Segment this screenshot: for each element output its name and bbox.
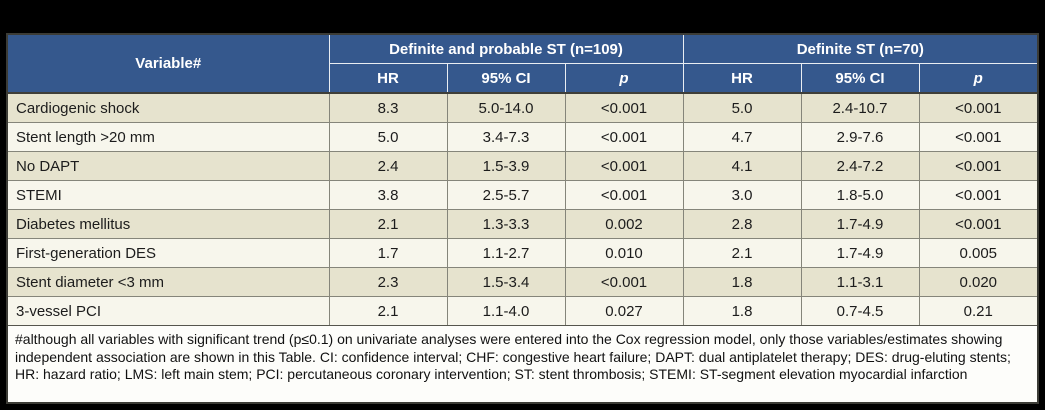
cell-d-hr: 4.1 [682, 151, 802, 181]
table-row: Stent length >20 mm 5.0 3.4-7.3 <0.001 4… [8, 122, 1038, 152]
table-row: Stent diameter <3 mm 2.3 1.5-3.4 <0.001 … [8, 267, 1038, 297]
cell-dp-hr: 3.8 [328, 180, 448, 210]
table-body: Cardiogenic shock 8.3 5.0-14.0 <0.001 5.… [8, 92, 1038, 326]
table-footnote: #although all variables with significant… [8, 326, 1037, 384]
header-p-2: p [918, 63, 1038, 94]
cell-dp-p: <0.001 [564, 180, 684, 210]
cell-dp-p: <0.001 [564, 151, 684, 181]
cell-d-p: 0.005 [918, 238, 1038, 268]
cell-variable: First-generation DES [8, 238, 330, 268]
cell-dp-ci: 1.1-4.0 [446, 296, 566, 326]
cell-variable: Stent length >20 mm [8, 122, 330, 152]
cell-d-p: <0.001 [918, 92, 1038, 123]
cell-variable: Diabetes mellitus [8, 209, 330, 239]
cell-d-ci: 0.7-4.5 [800, 296, 920, 326]
header-ci-1: 95% CI [446, 63, 566, 94]
cell-d-ci: 2.4-10.7 [800, 92, 920, 123]
cell-d-hr: 3.0 [682, 180, 802, 210]
header-ci-2: 95% CI [800, 63, 920, 94]
cell-d-p: 0.21 [918, 296, 1038, 326]
cell-dp-hr: 2.3 [328, 267, 448, 297]
cell-dp-ci: 3.4-7.3 [446, 122, 566, 152]
cell-dp-ci: 1.3-3.3 [446, 209, 566, 239]
cell-dp-hr: 8.3 [328, 92, 448, 123]
cell-dp-ci: 1.1-2.7 [446, 238, 566, 268]
cell-dp-ci: 1.5-3.9 [446, 151, 566, 181]
header-hr-2: HR [682, 63, 802, 94]
cell-dp-p: <0.001 [564, 122, 684, 152]
cell-variable: No DAPT [8, 151, 330, 181]
cell-d-ci: 1.1-3.1 [800, 267, 920, 297]
cell-d-hr: 4.7 [682, 122, 802, 152]
cell-d-p: <0.001 [918, 122, 1038, 152]
table-row: Diabetes mellitus 2.1 1.3-3.3 0.002 2.8 … [8, 209, 1038, 239]
cell-d-hr: 2.8 [682, 209, 802, 239]
cell-dp-hr: 2.4 [328, 151, 448, 181]
cell-d-hr: 1.8 [682, 296, 802, 326]
cell-dp-p: <0.001 [564, 92, 684, 123]
table-row: STEMI 3.8 2.5-5.7 <0.001 3.0 1.8-5.0 <0.… [8, 180, 1038, 210]
cell-d-ci: 2.9-7.6 [800, 122, 920, 152]
cell-dp-hr: 5.0 [328, 122, 448, 152]
cell-d-hr: 5.0 [682, 92, 802, 123]
header-p-1: p [564, 63, 684, 94]
regression-table-box: Variable# Definite and probable ST (n=10… [6, 33, 1039, 404]
cell-variable: Stent diameter <3 mm [8, 267, 330, 297]
cell-dp-hr: 2.1 [328, 209, 448, 239]
cell-d-hr: 2.1 [682, 238, 802, 268]
cell-dp-hr: 2.1 [328, 296, 448, 326]
cell-d-ci: 2.4-7.2 [800, 151, 920, 181]
table-row: Cardiogenic shock 8.3 5.0-14.0 <0.001 5.… [8, 92, 1038, 123]
cell-dp-p: 0.010 [564, 238, 684, 268]
cell-d-p: <0.001 [918, 180, 1038, 210]
table-row: 3-vessel PCI 2.1 1.1-4.0 0.027 1.8 0.7-4… [8, 296, 1038, 326]
cell-dp-ci: 2.5-5.7 [446, 180, 566, 210]
cell-d-p: <0.001 [918, 209, 1038, 239]
cell-dp-p: <0.001 [564, 267, 684, 297]
cell-dp-ci: 1.5-3.4 [446, 267, 566, 297]
regression-table: Variable# Definite and probable ST (n=10… [8, 35, 1038, 326]
cell-dp-ci: 5.0-14.0 [446, 92, 566, 123]
header-group-definite-probable: Definite and probable ST (n=109) [328, 35, 684, 64]
cell-d-hr: 1.8 [682, 267, 802, 297]
cell-variable: 3-vessel PCI [8, 296, 330, 326]
table-row: First-generation DES 1.7 1.1-2.7 0.010 2… [8, 238, 1038, 268]
cell-d-p: 0.020 [918, 267, 1038, 297]
table-row: No DAPT 2.4 1.5-3.9 <0.001 4.1 2.4-7.2 <… [8, 151, 1038, 181]
header-hr-1: HR [329, 63, 448, 94]
cell-dp-p: 0.027 [564, 296, 684, 326]
cell-d-ci: 1.7-4.9 [800, 238, 920, 268]
cell-variable: Cardiogenic shock [8, 92, 330, 123]
table-header: Variable# Definite and probable ST (n=10… [8, 35, 1038, 94]
cell-variable: STEMI [8, 180, 330, 210]
header-variable: Variable# [8, 35, 330, 94]
header-group-definite: Definite ST (n=70) [682, 35, 1038, 64]
cell-d-ci: 1.8-5.0 [800, 180, 920, 210]
cell-d-ci: 1.7-4.9 [800, 209, 920, 239]
cell-dp-p: 0.002 [564, 209, 684, 239]
cell-d-p: <0.001 [918, 151, 1038, 181]
cell-dp-hr: 1.7 [328, 238, 448, 268]
